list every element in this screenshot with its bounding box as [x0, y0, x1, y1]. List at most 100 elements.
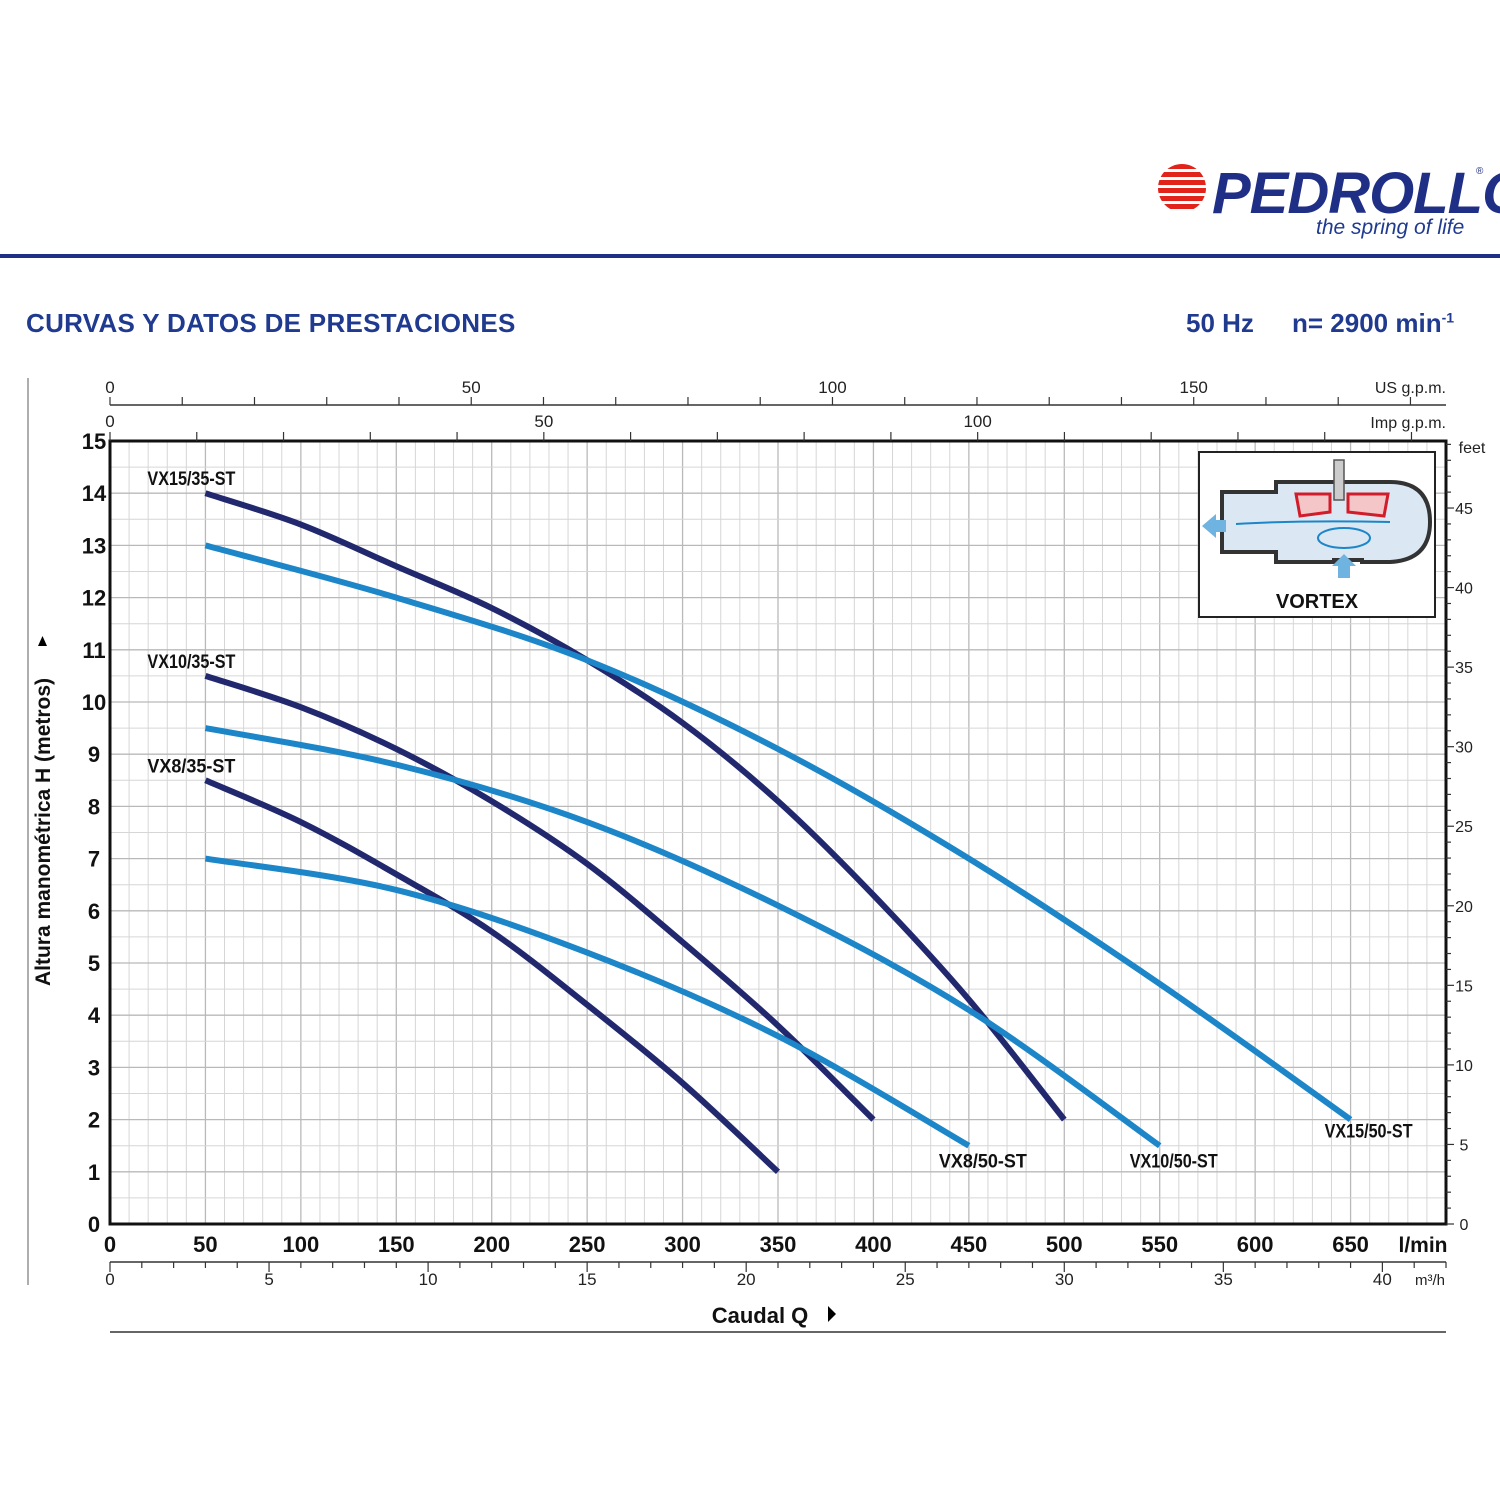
- y-tick-label: 11: [82, 638, 105, 663]
- brand-logo: PEDROLLO: [1212, 161, 1500, 226]
- y-tick-label: 15: [82, 429, 106, 454]
- x-tick-label: 100: [282, 1232, 319, 1257]
- imp-gpm-tick-label: 0: [105, 412, 114, 431]
- curve-vx8-50-st: [204, 855, 971, 1149]
- feet-tick-label: 40: [1455, 581, 1473, 598]
- series-label: VX10/50-ST: [1130, 1152, 1218, 1173]
- y-tick-label: 14: [82, 481, 107, 506]
- y-tick-label: 7: [88, 847, 100, 872]
- feet-tick-label: 35: [1455, 660, 1473, 677]
- outlet-arrow-icon: [1202, 514, 1226, 538]
- x-tick-label: 250: [569, 1232, 606, 1257]
- x-tick-label: 0: [104, 1232, 116, 1257]
- imp-gpm-tick-label: 50: [534, 412, 553, 431]
- y-tick-label: 8: [88, 794, 100, 819]
- y-tick-label: 9: [88, 742, 100, 767]
- header-divider: [0, 254, 1500, 258]
- y-axis-title: Altura manométrica H (metros): [32, 678, 55, 986]
- x-tick-label: 500: [1046, 1232, 1083, 1257]
- brand-tagline: the spring of life: [1316, 216, 1465, 239]
- series-label: VX8/35-ST: [147, 756, 235, 777]
- y-tick-label: 4: [88, 1003, 101, 1028]
- x-tick-label: 600: [1237, 1232, 1274, 1257]
- registered-mark: ®: [1476, 166, 1484, 177]
- x-axis-title: Caudal Q: [712, 1303, 809, 1328]
- y-tick-label: 5: [88, 951, 100, 976]
- feet-tick-label: 0: [1460, 1217, 1469, 1234]
- x-tick-label: 150: [378, 1232, 415, 1257]
- y-tick-label: 12: [82, 586, 106, 611]
- m3h-tick-label: 25: [896, 1270, 915, 1289]
- y-tick-label: 2: [88, 1108, 100, 1133]
- series-labels: VX15/35-ST VX10/35-ST VX8/35-ST VX15/50-ST V…: [147, 469, 1412, 1172]
- imp-gpm-tick-label: 100: [963, 412, 991, 431]
- us-gpm-tick-label: 0: [105, 378, 114, 397]
- x-tick-label: 50: [193, 1232, 217, 1257]
- curve-vx15-35-st: [204, 490, 1067, 1122]
- x-tick-label: 400: [855, 1232, 892, 1257]
- feet-tick-label: 25: [1455, 819, 1473, 836]
- x-axis-arrow-icon: [828, 1306, 836, 1322]
- x-tick-label: 650: [1332, 1232, 1369, 1257]
- y-tick-label: 6: [88, 899, 100, 924]
- vortex-swirl-icon: [1317, 527, 1371, 549]
- feet-tick-label: 45: [1455, 501, 1473, 518]
- m3h-tick-label: 5: [264, 1270, 273, 1289]
- speed-exponent: -1: [1441, 309, 1455, 326]
- us-gpm-tick-label: 150: [1180, 378, 1208, 397]
- feet-unit-label: feet: [1459, 440, 1486, 457]
- us-gpm-tick-label: 100: [818, 378, 846, 397]
- grid: [109, 440, 1447, 1225]
- section-title: CURVAS Y DATOS DE PRESTACIONES: [26, 308, 516, 338]
- pedrollo-logo-icon: [1158, 164, 1206, 212]
- x-tick-label: 550: [1141, 1232, 1178, 1257]
- m3h-tick-label: 20: [737, 1270, 756, 1289]
- feet-tick-label: 30: [1455, 740, 1473, 757]
- x-tick-label: 350: [760, 1232, 797, 1257]
- curves: [204, 490, 1353, 1174]
- impeller-left-icon: [1294, 492, 1332, 518]
- header: PEDROLLO ® the spring of life: [0, 0, 1500, 262]
- m3h-tick-label: 10: [419, 1270, 438, 1289]
- impeller-right-icon: [1346, 492, 1390, 518]
- feet-tick-label: 20: [1455, 899, 1473, 916]
- feet-tick-label: 15: [1455, 978, 1473, 995]
- y-tick-label: 13: [82, 533, 106, 558]
- series-label: VX15/50-ST: [1325, 1122, 1413, 1143]
- curve-vx10-50-st: [204, 725, 1162, 1149]
- curve-vx10-35-st: [204, 673, 876, 1122]
- vortex-inset: VORTEX: [1198, 451, 1436, 618]
- us-gpm-unit-label: US g.p.m.: [1375, 380, 1446, 397]
- us-gpm-tick-label: 50: [462, 378, 481, 397]
- m3h-tick-label: 30: [1055, 1270, 1074, 1289]
- speed-label: n= 2900 min-1: [1292, 308, 1454, 339]
- flow-line-icon: [1235, 520, 1391, 525]
- axes: 0 50 100 150 200 250 300 350 400 450 500 550 600 650 l…: [27, 378, 1486, 1333]
- shaft-icon: [1333, 459, 1345, 501]
- m3h-unit-label: m³/h: [1415, 1272, 1445, 1289]
- x-unit-label: l/min: [1398, 1234, 1447, 1257]
- y-tick-label: 1: [88, 1160, 100, 1185]
- series-label: VX10/35-ST: [147, 652, 235, 673]
- y-tick-label: 0: [88, 1212, 100, 1237]
- feet-tick-label: 5: [1460, 1137, 1469, 1154]
- series-label: VX8/50-ST: [939, 1152, 1027, 1173]
- speed-value: n= 2900 min: [1292, 308, 1442, 338]
- inset-label: VORTEX: [1276, 591, 1359, 613]
- y-tick-label: 10: [82, 690, 106, 715]
- series-label: VX15/35-ST: [147, 469, 235, 490]
- imp-gpm-unit-label: Imp g.p.m.: [1370, 415, 1446, 432]
- x-tick-label: 200: [473, 1232, 510, 1257]
- frequency-label: 50 Hz: [1186, 308, 1254, 338]
- y-tick-label: 3: [88, 1055, 100, 1080]
- x-tick-label: 300: [664, 1232, 701, 1257]
- m3h-tick-label: 15: [578, 1270, 597, 1289]
- m3h-tick-label: 0: [105, 1270, 114, 1289]
- m3h-tick-label: 40: [1373, 1270, 1392, 1289]
- x-tick-label: 450: [950, 1232, 987, 1257]
- curve-vx8-35-st: [204, 777, 781, 1174]
- inlet-arrow-icon: [1332, 554, 1356, 578]
- m3h-tick-label: 35: [1214, 1270, 1233, 1289]
- curve-vx15-50-st: [204, 542, 1353, 1123]
